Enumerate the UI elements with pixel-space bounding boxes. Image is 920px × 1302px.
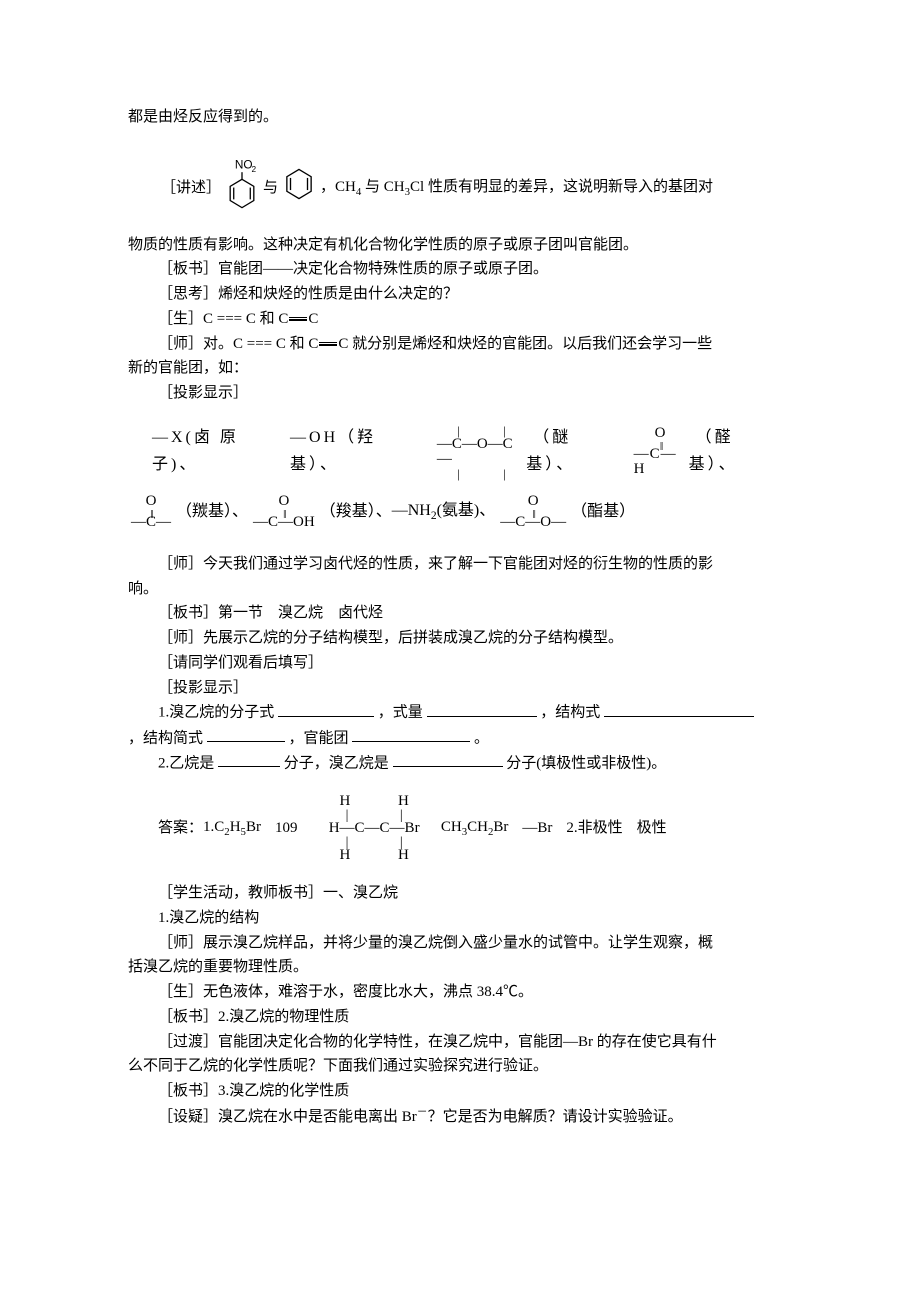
functional-groups: —X(卤 原 子)、 —OH（羟 基）、 | | —C—O—C— | | （醚 … bbox=[128, 424, 792, 530]
q1-b: ，式量 bbox=[378, 705, 423, 721]
tail-10: ［设疑］溴乙烷在水中是否能电离出 Br－？它是否为电解质？请设计实验验证。 bbox=[128, 1104, 792, 1130]
tail-2: 1.溴乙烷的结构 bbox=[128, 906, 792, 931]
teacher-2b: 响。 bbox=[128, 577, 792, 602]
fg-row-1: —X(卤 原 子)、 —OH（羟 基）、 | | —C—O—C— | | （醚 … bbox=[128, 424, 792, 480]
fg-carbonyl-struct: O ‖ —C— bbox=[131, 494, 171, 530]
lecture-continue: 物质的性质有影响。这种决定有机化合物化学性质的原子或原子团叫官能团。 bbox=[128, 233, 792, 258]
nitrobenzene-icon: NO 2 bbox=[227, 158, 257, 219]
please-observe: ［请同学们观看后填写］ bbox=[128, 651, 792, 676]
fg-carboxyl-struct: O ‖ —C—OH bbox=[253, 494, 315, 530]
with-char: 与 bbox=[263, 176, 278, 201]
teacher-1: ［师］对。C === C 和 C C 就分别是烯烃和炔烃的官能团。以后我们还会学习… bbox=[128, 332, 792, 357]
fg-ester-name: （酯基） bbox=[567, 499, 635, 525]
tail-1: ［学生活动，教师板书］一、溴乙烷 bbox=[128, 881, 792, 906]
benzene-icon bbox=[284, 167, 314, 210]
q1-f: 。 bbox=[474, 730, 489, 746]
t1-pre: ［师］对。C === C 和 C bbox=[158, 336, 318, 352]
line-top: 都是由烃反应得到的。 bbox=[128, 105, 792, 130]
tail-7: ［过渡］官能团决定化合物的化学特性，在溴乙烷中，官能团—Br 的存在使它具有什 bbox=[128, 1030, 792, 1055]
q2-a: 2.乙烷是 bbox=[158, 755, 214, 771]
answer-condensed: CH3CH2Br bbox=[441, 815, 509, 842]
fg-aldehyde-name: （醛 基）、 bbox=[689, 425, 788, 478]
answer-structure: H H | | H—C—C—Br | | H H bbox=[317, 794, 430, 863]
q1-d: ，结构简式 bbox=[128, 730, 203, 746]
fg-ether-struct: | | —C—O—C— | | bbox=[437, 424, 526, 480]
blank-structural-formula[interactable] bbox=[604, 700, 754, 717]
board-1: ［板书］官能团——决定化合物特殊性质的原子或原子团。 bbox=[128, 257, 792, 282]
triple-bond-icon-2 bbox=[319, 342, 337, 346]
answer-row: 答案： 1.C2H5Br 109 H H | | H—C—C—Br | | H … bbox=[128, 794, 792, 863]
q1-a: 1.溴乙烷的分子式 bbox=[158, 705, 274, 721]
projection-2: ［投影显示］ bbox=[128, 676, 792, 701]
fg-row-2: O ‖ —C— （羰基）、 O ‖ —C—OH （羧基）、 —NH2(氨基)、 … bbox=[128, 494, 792, 530]
lecture-label: ［讲述］ bbox=[161, 176, 221, 201]
stu1-suf: C bbox=[308, 311, 318, 327]
stu1-pre: ［生］C === C 和 C bbox=[158, 311, 288, 327]
teacher-2a: ［师］今天我们通过学习卤代烃的性质，来了解一下官能团对烃的衍生物的性质的影 bbox=[128, 552, 792, 577]
fg-carboxyl-name: （羧基）、 bbox=[316, 499, 392, 525]
q1-c: ，结构式 bbox=[540, 705, 600, 721]
tail-6: ［板书］2.溴乙烷的物理性质 bbox=[128, 1005, 792, 1030]
fg-ether-name: （醚 基）、 bbox=[526, 425, 632, 478]
answer-polar: 极性 bbox=[637, 816, 667, 841]
fg-ester-struct: O ‖ —C—O— bbox=[500, 494, 566, 530]
blank-functional-group[interactable] bbox=[352, 726, 470, 743]
blank-condensed-formula[interactable] bbox=[207, 726, 285, 743]
blank-bromoethane-polarity[interactable] bbox=[393, 751, 503, 768]
tail-3: ［师］展示溴乙烷样品，并将少量的溴乙烷倒入盛少量水的试管中。让学生观察，概 bbox=[128, 931, 792, 956]
q2-b: 分子，溴乙烷是 bbox=[284, 755, 389, 771]
blank-ethane-polarity[interactable] bbox=[218, 751, 280, 768]
fg-halogen: —X(卤 原 子)、 bbox=[152, 425, 290, 478]
answer-label: 答案： bbox=[158, 816, 203, 841]
svg-text:2: 2 bbox=[251, 165, 256, 174]
fg-aldehyde-struct: O ‖ —C—H bbox=[634, 426, 688, 477]
svg-text:NO: NO bbox=[235, 158, 253, 172]
think-1: ［思考］烯烃和炔烃的性质是由什么决定的？ bbox=[128, 282, 792, 307]
t1-suf: C 就分别是烯烃和炔烃的官能团。以后我们还会学习一些 bbox=[338, 336, 712, 352]
student-1: ［生］C === C 和 C C bbox=[128, 307, 792, 332]
tail-9: ［板书］3.溴乙烷的化学性质 bbox=[128, 1079, 792, 1104]
question-1-cont: ，结构简式 ，官能团 。 bbox=[128, 726, 792, 751]
answer-mass: 109 bbox=[275, 816, 298, 841]
tail-5: ［生］无色液体，难溶于水，密度比水大，沸点 38.4℃。 bbox=[128, 980, 792, 1005]
lecture-tail: ，CH4 与 CH3Cl 性质有明显的差异，这说明新导入的基团对 bbox=[320, 175, 713, 202]
answer-2: 2.非极性 bbox=[566, 816, 622, 841]
blank-molar-mass[interactable] bbox=[427, 700, 537, 717]
q1-e: ，官能团 bbox=[289, 730, 349, 746]
blank-molecular-formula[interactable] bbox=[278, 700, 374, 717]
answer-fg: —Br bbox=[522, 816, 552, 841]
lecture-row: ［讲述］ NO 2 与 ，CH4 与 CH3Cl 性质有明显的差异，这说明新导入… bbox=[128, 158, 792, 219]
question-1: 1.溴乙烷的分子式 ，式量 ，结构式 bbox=[128, 700, 792, 725]
projection-1: ［投影显示］ bbox=[128, 381, 792, 406]
question-2: 2.乙烷是 分子，溴乙烷是 分子(填极性或非极性)。 bbox=[128, 751, 792, 776]
board-2: ［板书］第一节 溴乙烷 卤代烃 bbox=[128, 601, 792, 626]
q2-c: 分子(填极性或非极性)。 bbox=[506, 755, 666, 771]
tail-4: 括溴乙烷的重要物理性质。 bbox=[128, 955, 792, 980]
triple-bond-icon bbox=[289, 317, 307, 321]
fg-amino: —NH2(氨基)、 bbox=[392, 498, 500, 526]
teacher-1-cont: 新的官能团，如： bbox=[128, 356, 792, 381]
fg-carbonyl-name: （羰基）、 bbox=[172, 499, 252, 525]
fg-hydroxyl: —OH（羟 基）、 bbox=[290, 425, 437, 478]
answer-molecular: 1.C2H5Br bbox=[203, 815, 261, 842]
tail-8: 么不同于乙烷的化学性质呢？下面我们通过实验探究进行验证。 bbox=[128, 1054, 792, 1079]
teacher-3: ［师］先展示乙烷的分子结构模型，后拼装成溴乙烷的分子结构模型。 bbox=[128, 626, 792, 651]
